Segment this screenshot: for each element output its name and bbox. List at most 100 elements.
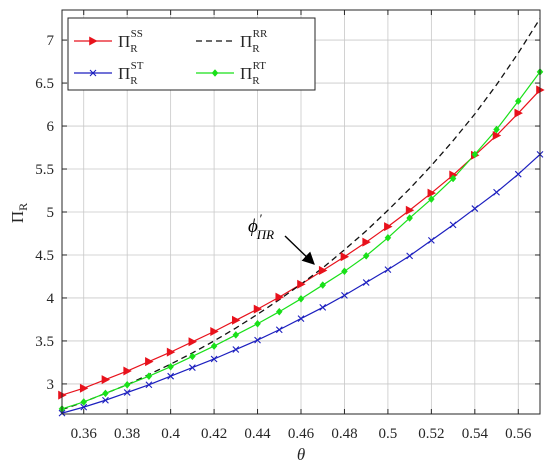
- legend: ΠRSS ΠRRR ΠRST ΠRRT: [67, 17, 316, 91]
- data-point-rt: [189, 352, 196, 361]
- data-point-rt: [341, 267, 348, 276]
- data-point-st: [514, 170, 522, 178]
- data-point-st: [384, 266, 392, 273]
- data-point-rt: [471, 150, 479, 159]
- legend-label-rr: ΠRRR: [240, 28, 268, 55]
- legend-marker-ss: [89, 36, 98, 46]
- x-tick-label: 0.48: [331, 426, 357, 442]
- x-tick-label: 0.36: [71, 426, 98, 442]
- data-point-rt: [319, 281, 327, 289]
- legend-label-rt: ΠRRT: [240, 60, 266, 87]
- x-tick-label: 0.44: [244, 426, 271, 442]
- y-tick-label: 3: [47, 377, 55, 393]
- data-point-st: [123, 389, 131, 396]
- data-point-rt: [210, 342, 218, 350]
- data-point-ss: [405, 205, 415, 215]
- data-point-ss: [275, 292, 284, 302]
- data-point-st: [319, 304, 327, 311]
- y-tick-labels: 3 3.5 4 4.5 5 5.5 6 6.5 7: [35, 33, 54, 393]
- x-axis-label: θ: [297, 445, 305, 464]
- data-point-ss: [79, 383, 89, 393]
- data-point-rt: [514, 97, 522, 105]
- y-tick-label: 6: [47, 119, 55, 135]
- data-point-ss: [427, 188, 437, 198]
- data-point-ss: [340, 252, 350, 262]
- data-point-ss: [210, 326, 219, 336]
- data-point-ss: [166, 347, 176, 357]
- annotation: ϕ′ ΠR: [248, 211, 315, 265]
- y-tick-label: 4.5: [35, 248, 54, 264]
- y-axis-label: ΠR: [8, 203, 30, 223]
- y-tick-label: 5.5: [35, 162, 54, 178]
- data-point-st: [102, 396, 109, 404]
- x-tick-label: 0.38: [114, 426, 140, 442]
- data-point-ss: [362, 237, 371, 247]
- data-point-st: [80, 403, 88, 411]
- data-point-rt: [275, 307, 283, 316]
- data-point-rt: [449, 174, 457, 183]
- data-point-st: [232, 346, 240, 353]
- x-tick-label: 0.56: [505, 426, 532, 442]
- data-point-rt: [493, 125, 500, 134]
- data-point-ss: [384, 222, 393, 232]
- data-point-st: [254, 336, 261, 344]
- legend-box: [67, 17, 316, 91]
- data-point-ss: [492, 130, 502, 140]
- data-point-st: [188, 364, 196, 371]
- data-point-rt: [167, 362, 174, 371]
- y-tick-label: 3.5: [35, 334, 54, 350]
- annotation-arrow: [284, 235, 315, 265]
- data-point-rt: [428, 195, 435, 203]
- data-point-ss: [101, 375, 111, 385]
- x-tick-label: 0.52: [418, 426, 444, 442]
- annotation-main: ϕ: [248, 216, 258, 237]
- ticks: [62, 10, 540, 414]
- y-axis-label-sub: R: [16, 203, 30, 211]
- annotation-sub: ΠR: [256, 227, 274, 242]
- annotation-prime: ′: [259, 211, 262, 226]
- data-point-st: [449, 221, 457, 229]
- data-point-ss: [232, 315, 241, 325]
- data-point-st: [341, 291, 348, 299]
- data-point-rt: [362, 251, 370, 260]
- x-tick-labels: 0.36 0.38 0.4 0.42 0.44 0.46 0.48 0.5 0.52 0.54 0.…: [71, 426, 532, 442]
- y-tick-label: 4: [47, 291, 55, 307]
- data-point-rt: [145, 372, 153, 381]
- data-point-ss: [297, 279, 306, 289]
- data-point-ss: [123, 366, 132, 376]
- data-point-ss: [318, 265, 328, 275]
- data-point-rt: [297, 294, 305, 303]
- legend-label-st: ΠRST: [118, 60, 144, 87]
- data-point-st: [362, 279, 370, 286]
- y-tick-label: 6.5: [35, 76, 54, 92]
- y-tick-label: 5: [47, 205, 55, 221]
- legend-marker-st: [89, 69, 97, 77]
- data-point-rt: [254, 319, 261, 328]
- data-point-st: [145, 381, 153, 389]
- y-axis-label-main: Π: [8, 211, 27, 223]
- x-tick-label: 0.4: [161, 426, 180, 442]
- annotation-label: ϕ′ ΠR: [248, 211, 274, 242]
- data-point-st: [210, 355, 218, 363]
- data-point-st: [471, 205, 479, 212]
- data-point-ss: [145, 357, 154, 367]
- data-point-st: [297, 315, 305, 322]
- data-point-rt: [384, 233, 392, 242]
- data-point-rt: [232, 331, 240, 339]
- x-tick-label: 0.5: [379, 426, 398, 442]
- data-point-st: [427, 236, 435, 244]
- x-tick-label: 0.46: [288, 426, 315, 442]
- data-point-rt: [406, 214, 413, 222]
- data-point-ss: [188, 337, 198, 347]
- data-point-st: [167, 372, 175, 380]
- data-point-st: [493, 188, 500, 196]
- data-point-rt: [102, 389, 109, 398]
- legend-label-ss: ΠRSS: [118, 28, 143, 55]
- legend-marker-rt: [211, 69, 219, 77]
- data-point-rt: [80, 398, 88, 406]
- y-tick-label: 7: [47, 33, 55, 49]
- data-point-rt: [123, 380, 131, 389]
- x-tick-label: 0.42: [201, 426, 227, 442]
- data-point-ss: [253, 304, 263, 314]
